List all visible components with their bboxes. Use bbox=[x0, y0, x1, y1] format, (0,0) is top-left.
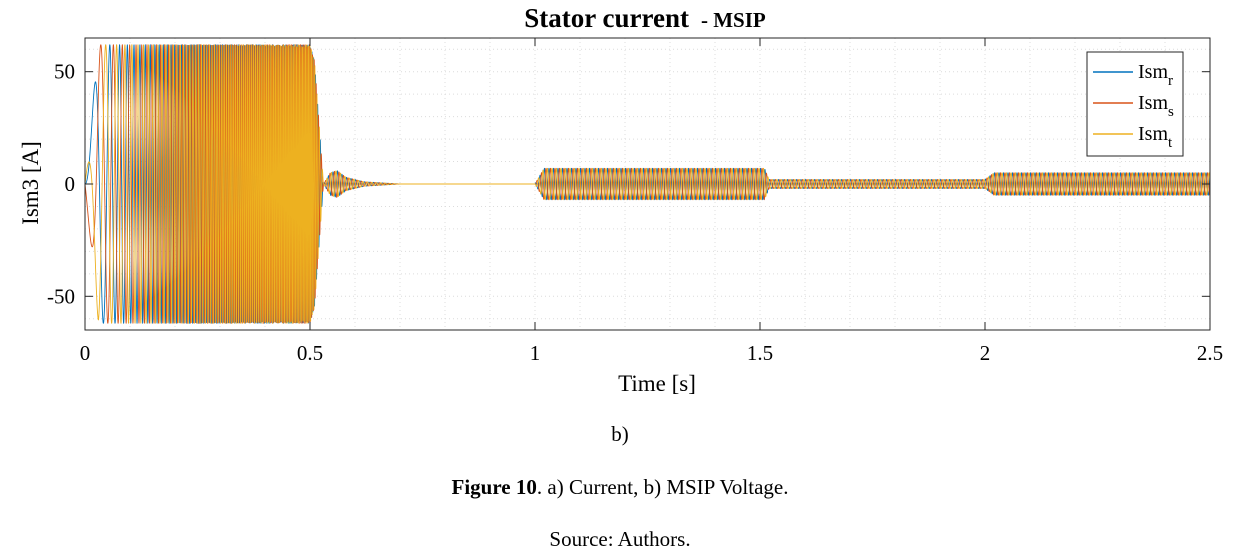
y-axis-label: Ism3 [A] bbox=[18, 141, 43, 225]
x-tick-label: 1.5 bbox=[747, 341, 773, 365]
y-tick-label: 50 bbox=[54, 60, 75, 84]
legend-label: Ismr bbox=[1138, 61, 1173, 89]
x-tick-label: 2 bbox=[980, 341, 991, 365]
figure-caption-text: . a) Current, b) MSIP Voltage. bbox=[536, 475, 789, 499]
legend-box bbox=[1086, 51, 1184, 157]
x-tick-label: 0.5 bbox=[297, 341, 323, 365]
legend: Ismr Isms Ismt bbox=[1086, 51, 1184, 157]
x-tick-label: 2.5 bbox=[1197, 341, 1223, 365]
y-tick-label: -50 bbox=[47, 284, 75, 308]
legend-label: Isms bbox=[1138, 92, 1174, 120]
source-caption: Source: Authors. bbox=[549, 527, 691, 551]
x-tick-label: 0 bbox=[80, 341, 91, 365]
subfigure-label: b) bbox=[611, 422, 629, 446]
figure-caption: Figure 10. a) Current, b) MSIP Voltage. bbox=[0, 475, 1240, 500]
chart-title: Stator current - MSIP bbox=[524, 3, 766, 33]
x-axis-label: Time [s] bbox=[618, 371, 696, 396]
x-tick-label: 1 bbox=[530, 341, 541, 365]
chart: 0 0.5 1 1.5 2 2.5 -50 0 50 Stator current - MSIP … bbox=[18, 3, 1223, 396]
series-line-ism-t bbox=[84, 44, 1211, 324]
figure-number: Figure 10 bbox=[451, 475, 537, 499]
series-layer bbox=[84, 44, 1211, 324]
series-line-ism-r bbox=[84, 44, 1211, 324]
legend-label: Ismt bbox=[1138, 123, 1173, 151]
ticks: 0 0.5 1 1.5 2 2.5 -50 0 50 bbox=[47, 38, 1223, 365]
y-tick-label: 0 bbox=[65, 172, 76, 196]
